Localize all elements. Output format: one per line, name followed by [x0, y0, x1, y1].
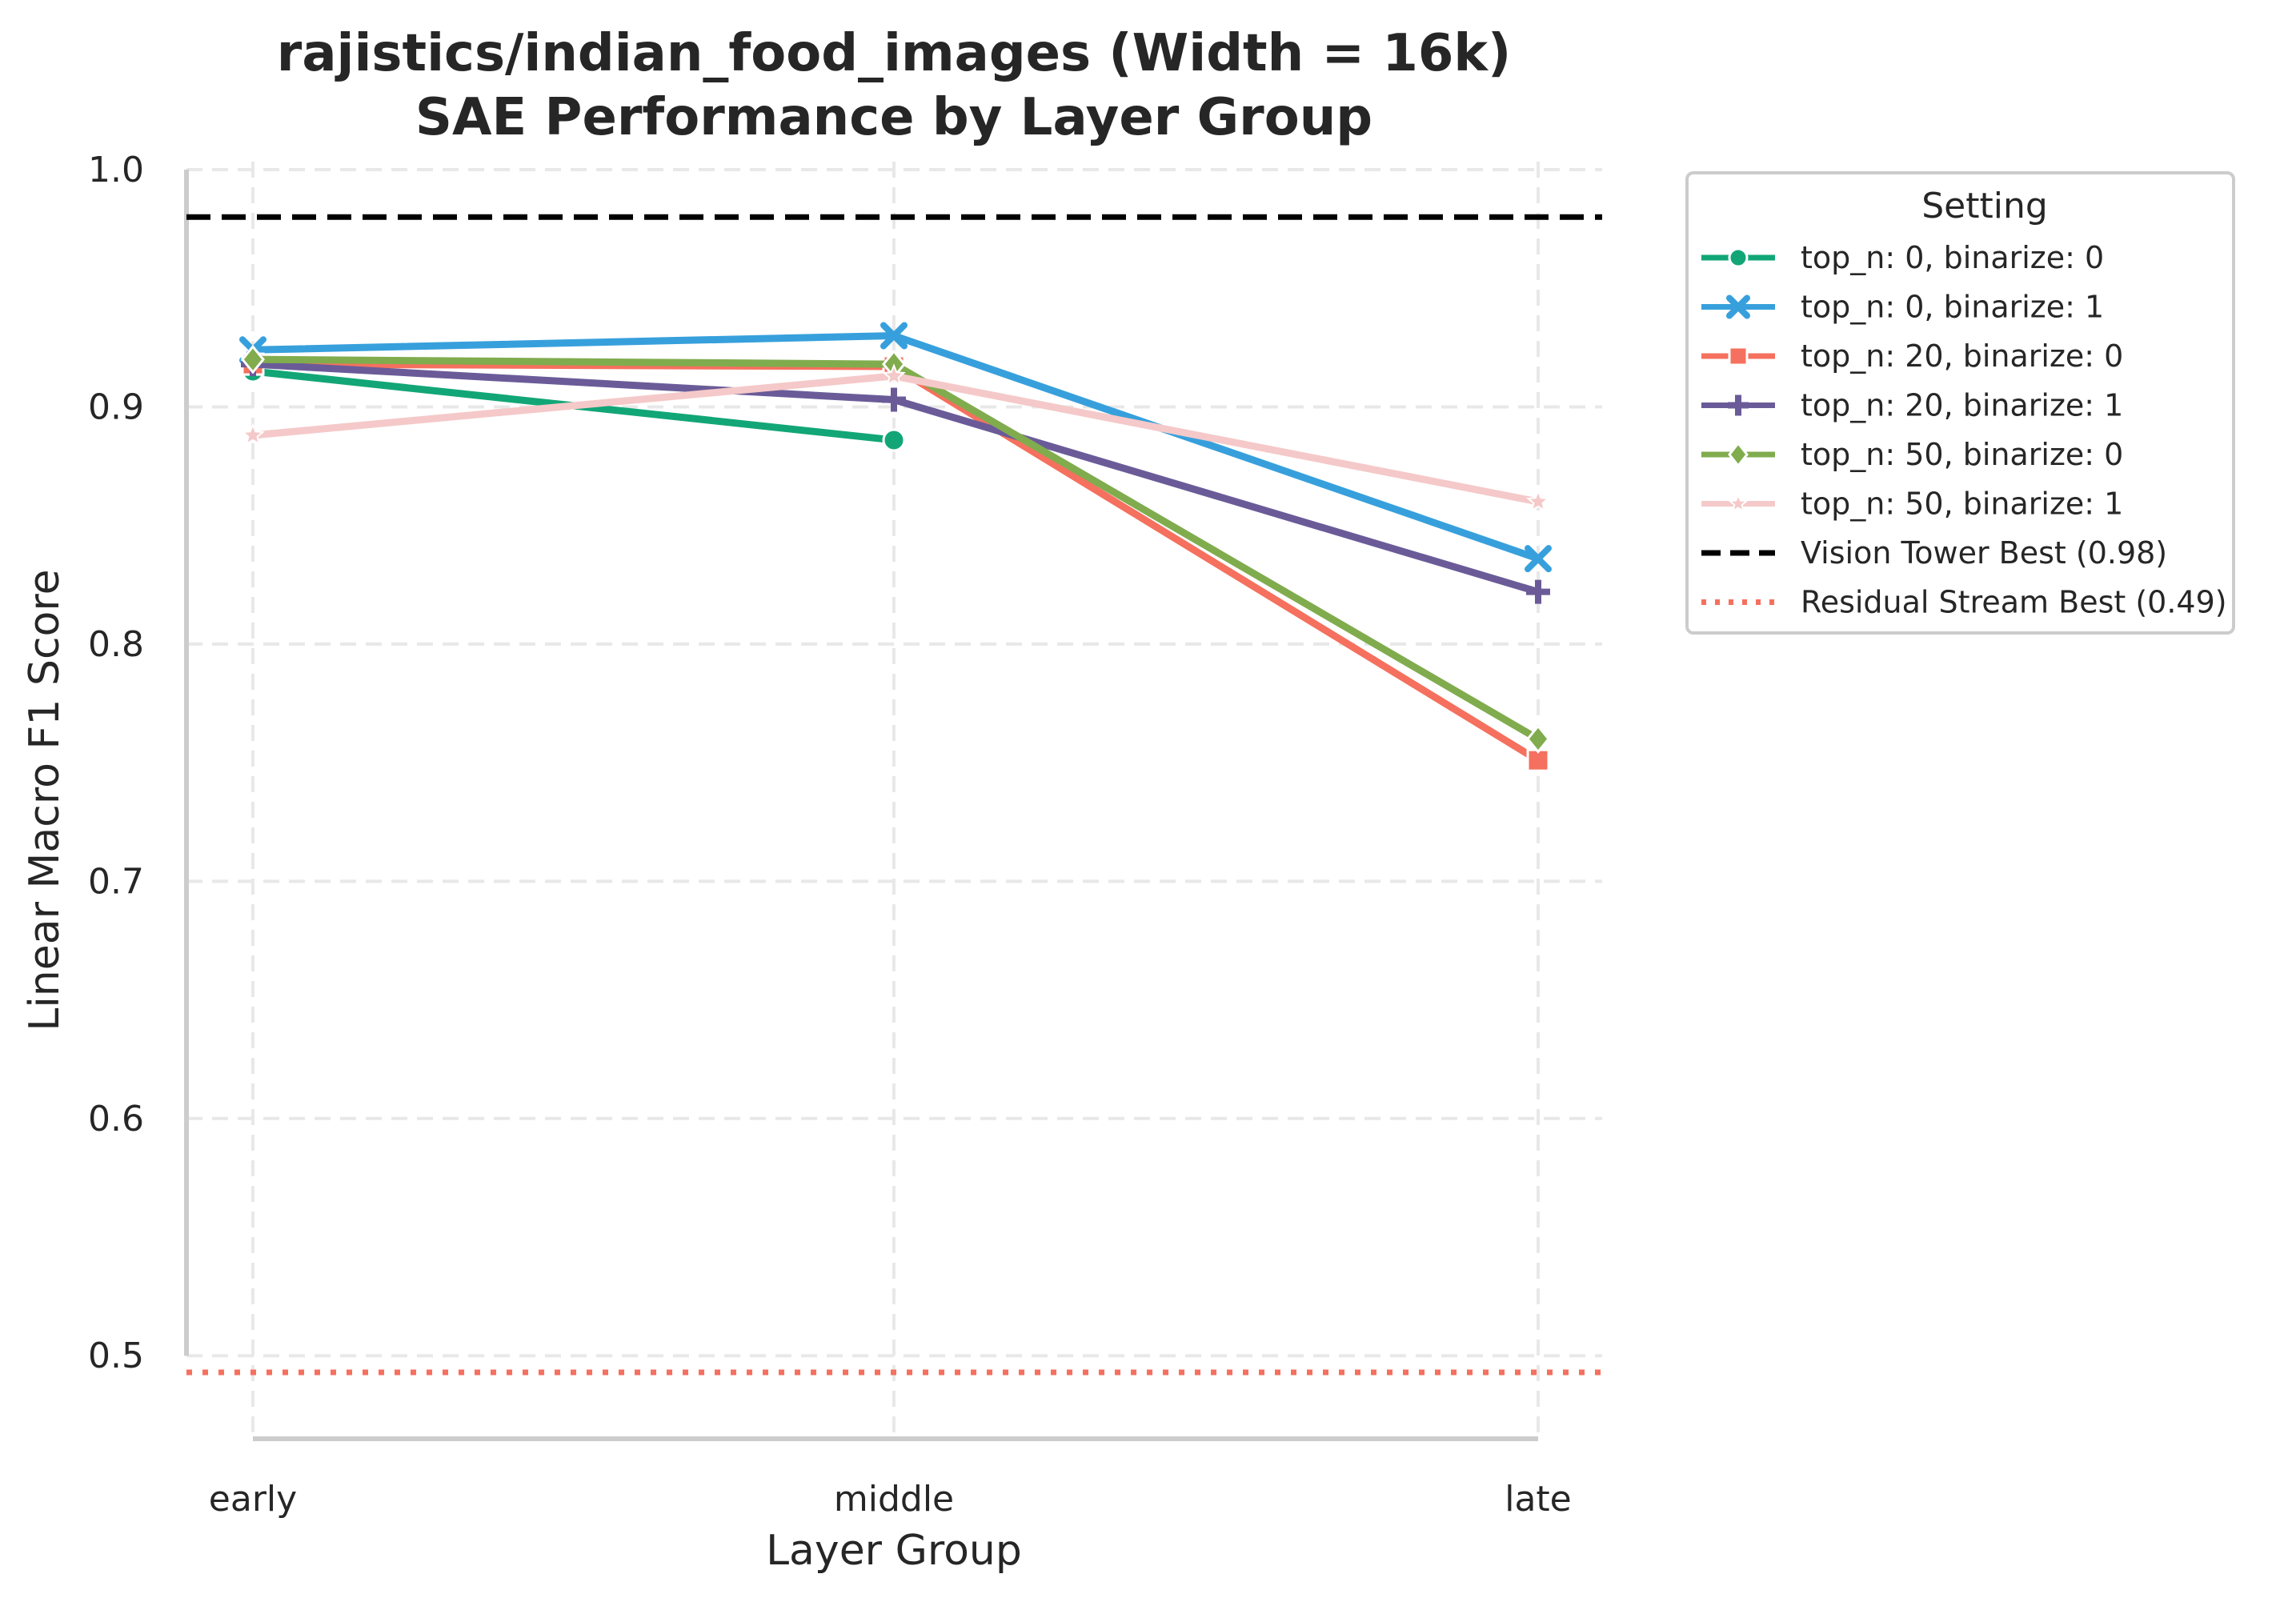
data-point — [882, 363, 906, 386]
data-point — [882, 387, 906, 412]
y-axis-label: Linear Macro F1 Score — [21, 569, 69, 1031]
legend-item: top_n: 50, binarize: 1 — [1701, 487, 2123, 522]
data-point — [1526, 579, 1550, 604]
data-point — [880, 322, 908, 350]
legend-label: top_n: 20, binarize: 1 — [1801, 388, 2123, 423]
legend-item: top_n: 0, binarize: 1 — [1701, 290, 2104, 325]
data-point — [1728, 394, 1749, 416]
series-group — [241, 363, 1550, 512]
legend-item: top_n: 20, binarize: 0 — [1701, 338, 2123, 374]
chart-subtitle: SAE Performance by Layer Group — [415, 88, 1372, 147]
legend-items: top_n: 0, binarize: 0 top_n: 0, binarize:… — [1701, 240, 2227, 620]
series-layer — [239, 322, 1552, 772]
legend-label: top_n: 0, binarize: 1 — [1801, 290, 2104, 325]
legend-label: Vision Tower Best (0.98) — [1801, 535, 2167, 571]
data-point — [1726, 294, 1750, 319]
legend-label: top_n: 0, binarize: 0 — [1801, 240, 2104, 275]
y-tick-label: 0.9 — [88, 386, 144, 427]
data-point — [1728, 441, 1749, 468]
tick-labels: 0.5 0.6 0.7 0.8 0.9 1.0 early middle late — [88, 150, 1572, 1520]
data-point — [1728, 346, 1749, 366]
legend-item: top_n: 50, binarize: 0 — [1701, 437, 2123, 472]
legend-frame — [1685, 171, 2235, 635]
legend-label: Residual Stream Best (0.49) — [1801, 585, 2227, 620]
data-point — [1526, 724, 1550, 754]
axes — [184, 170, 1538, 1441]
data-point — [1526, 489, 1550, 512]
y-tick-label: 1.0 — [88, 150, 144, 190]
legend-item: Residual Stream Best (0.49) — [1701, 585, 2227, 620]
legend-title: Setting — [1921, 186, 2048, 226]
data-point — [241, 423, 265, 446]
legend-item: Vision Tower Best (0.98) — [1701, 535, 2167, 571]
x-tick-label: early — [209, 1479, 297, 1520]
data-point — [882, 428, 906, 452]
legend-item: top_n: 20, binarize: 1 — [1701, 388, 2123, 423]
data-point — [241, 344, 265, 374]
legend-item: top_n: 0, binarize: 0 — [1701, 240, 2104, 275]
y-tick-label: 0.8 — [88, 624, 144, 665]
x-axis-label: Layer Group — [766, 1527, 1022, 1575]
data-point — [1727, 492, 1749, 513]
data-point — [1525, 545, 1552, 573]
x-tick-label: late — [1505, 1479, 1572, 1520]
y-tick-label: 0.7 — [88, 861, 144, 902]
legend-label: top_n: 20, binarize: 0 — [1801, 338, 2123, 374]
y-tick-label: 0.6 — [88, 1099, 144, 1139]
legend-label: top_n: 50, binarize: 0 — [1801, 437, 2123, 472]
y-tick-label: 0.5 — [88, 1336, 144, 1376]
legend-label: top_n: 50, binarize: 1 — [1801, 487, 2123, 522]
x-tick-label: middle — [834, 1479, 954, 1520]
chart-title: rajistics/indian_food_images (Width = 16… — [277, 24, 1511, 83]
data-point — [1728, 247, 1749, 268]
reference-lines — [186, 214, 1602, 1376]
